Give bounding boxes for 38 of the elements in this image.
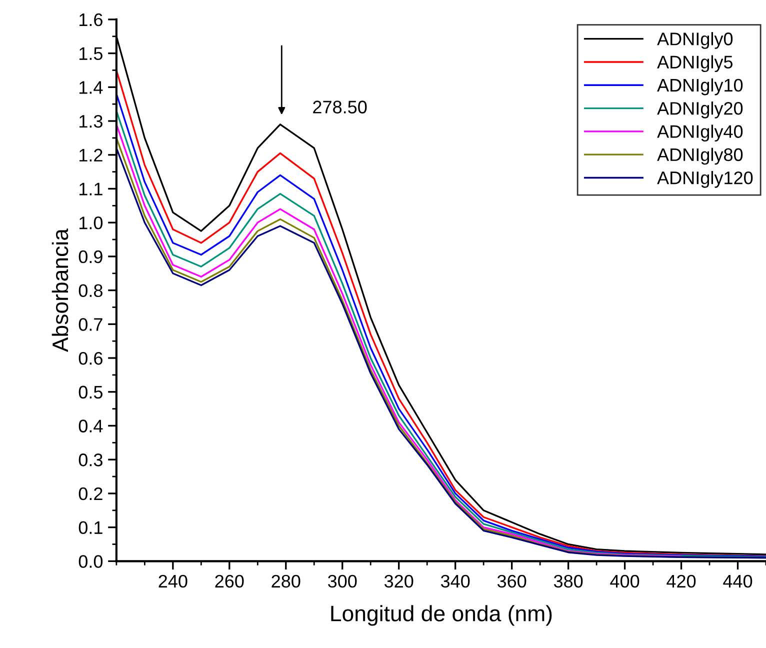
legend-label: ADNIgly5 — [657, 55, 733, 72]
legend-label: ADNIgly0 — [657, 32, 733, 49]
annotation: 278.50 — [313, 100, 367, 114]
x-tick-label: 300 — [328, 574, 357, 588]
y-axis-title: Absorbancia — [52, 228, 68, 352]
legend-label: ADNIgly20 — [657, 102, 743, 118]
x-tick-label: 280 — [272, 574, 300, 588]
x-tick-label: 420 — [666, 574, 696, 588]
y-tick-label: 0.3 — [78, 454, 102, 466]
x-tick-label: 340 — [440, 574, 470, 588]
x-tick-label: 440 — [723, 574, 752, 588]
x-tick-label: 400 — [610, 574, 640, 588]
x-tick-label: 380 — [554, 574, 583, 588]
x-tick-label: 240 — [158, 574, 188, 588]
x-tick-label: 260 — [215, 574, 244, 588]
x-tick-label: 360 — [497, 574, 526, 588]
legend-label: ADNIgly80 — [657, 148, 743, 165]
y-tick-label: 0.6 — [78, 352, 102, 365]
y-tick-label: 1.0 — [80, 216, 103, 230]
x-tick-label: 320 — [384, 574, 414, 588]
y-tick-label: 1.1 — [80, 182, 102, 196]
y-tick-label: 0.0 — [78, 555, 103, 568]
y-tick-label: 0.7 — [78, 318, 102, 331]
y-tick-label: 0.8 — [78, 284, 102, 298]
legend-label: ADNIgly120 — [657, 170, 753, 188]
y-tick-label: 1.5 — [80, 47, 102, 60]
legend-label: ADNIgly40 — [657, 124, 743, 142]
y-tick-label: 0.4 — [78, 420, 103, 432]
x-axis-title: Longitud de onda (nm) — [331, 605, 552, 626]
legend-label: ADNIgly10 — [657, 78, 743, 96]
y-tick-label: 1.2 — [80, 148, 102, 162]
y-tick-label: 0.2 — [78, 487, 102, 500]
y-tick-label: 1.3 — [80, 114, 102, 128]
y-tick-label: 0.1 — [78, 521, 102, 534]
y-tick-label: 0.5 — [78, 386, 102, 399]
y-tick-label: 0.9 — [78, 250, 102, 264]
y-tick-label: 1.4 — [80, 81, 103, 94]
y-tick-label: 1.6 — [80, 13, 102, 26]
